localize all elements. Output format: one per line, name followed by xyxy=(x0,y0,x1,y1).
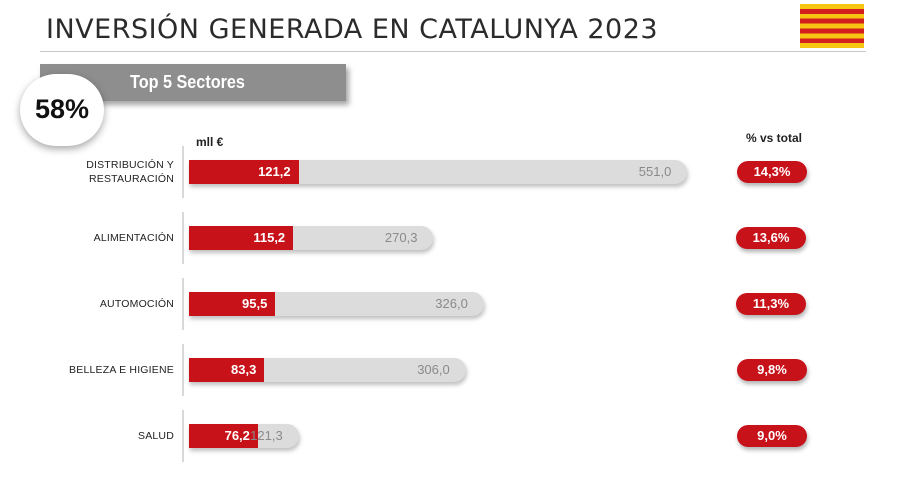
total-value-label: 121,3 xyxy=(250,428,283,443)
category-label-line: ALIMENTACIÓN xyxy=(93,232,174,244)
category-label: AUTOMOCIÓN xyxy=(50,297,174,311)
sector-value-label: 76,2 xyxy=(224,428,250,443)
share-badge-value: 58% xyxy=(34,94,90,124)
axis-separator xyxy=(182,410,184,462)
total-value-label: 306,0 xyxy=(417,362,450,377)
title-divider xyxy=(40,51,866,52)
pct-vs-total-pill: 13,6% xyxy=(736,227,806,249)
share-badge: 58% xyxy=(20,74,104,146)
sector-value-label: 121,2 xyxy=(258,164,291,179)
axis-separator xyxy=(182,146,184,198)
sector-value-label: 83,3 xyxy=(231,362,257,377)
category-label-line: BELLEZA E HIGIENE xyxy=(69,364,174,376)
pct-header: % vs total xyxy=(746,131,803,145)
axis-separator xyxy=(182,278,184,330)
axis-separator xyxy=(182,212,184,264)
pct-vs-total-pill: 9,0% xyxy=(737,425,807,447)
axis-separator xyxy=(182,344,184,396)
sector-bar xyxy=(189,160,299,184)
total-value-label: 326,0 xyxy=(435,296,468,311)
pct-vs-total-pill: 11,3% xyxy=(736,293,806,315)
category-label: SALUD xyxy=(50,429,174,443)
category-label: BELLEZA E HIGIENE xyxy=(50,363,174,377)
pct-vs-total-pill: 14,3% xyxy=(737,161,807,183)
category-label-line: DISTRIBUCIÓN Y xyxy=(86,159,174,171)
category-label-line: SALUD xyxy=(137,430,174,442)
sector-bar xyxy=(189,424,258,448)
sector-bar xyxy=(189,292,276,316)
unit-label: mll € xyxy=(196,135,224,149)
sector-bar xyxy=(189,358,265,382)
category-label: DISTRIBUCIÓN Y RESTAURACIÓN xyxy=(50,158,174,186)
banner-label: Top 5 Sectores xyxy=(130,72,245,92)
pct-vs-total-pill: 9,8% xyxy=(737,359,807,381)
total-value-label: 551,0 xyxy=(638,164,672,179)
total-value-label: 270,3 xyxy=(384,230,418,245)
page-title: INVERSIÓN GENERADA EN CATALUNYA 2023 xyxy=(46,14,659,45)
catalonia-flag-icon xyxy=(800,4,864,48)
sector-value-label: 115,2 xyxy=(253,230,286,245)
category-label: ALIMENTACIÓN xyxy=(50,231,174,245)
category-label-line: RESTAURACIÓN xyxy=(88,173,174,185)
sector-value-label: 95,5 xyxy=(242,296,268,311)
sector-bar xyxy=(189,226,294,250)
category-label-line: AUTOMOCIÓN xyxy=(99,298,174,310)
